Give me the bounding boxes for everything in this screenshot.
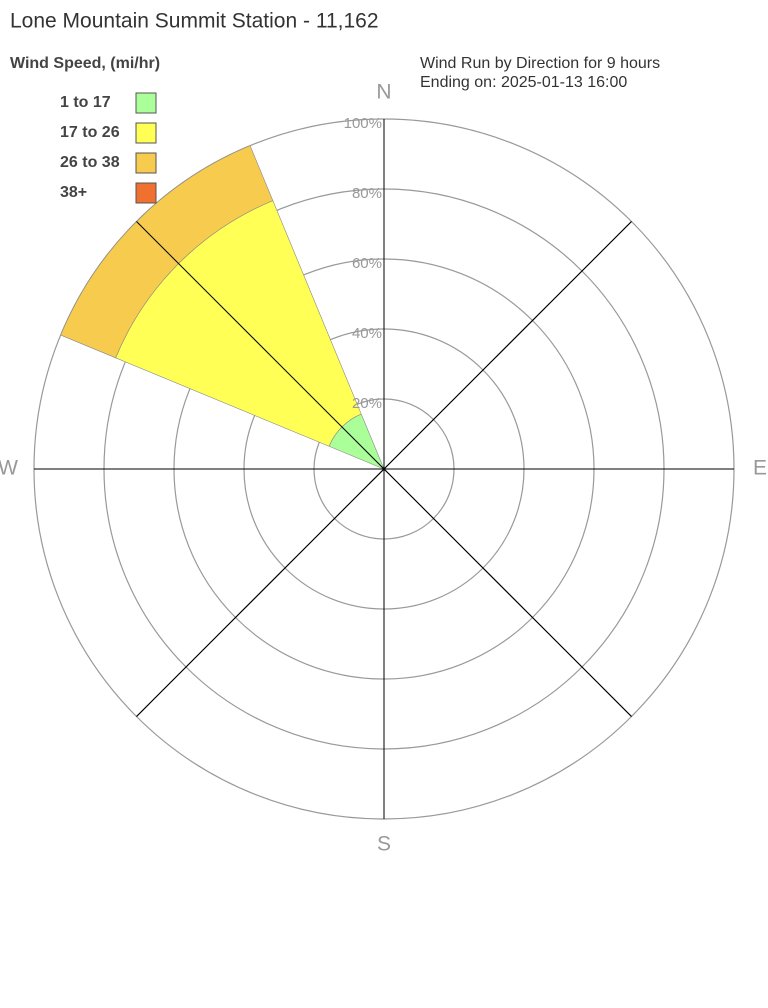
legend-swatch <box>135 152 157 174</box>
compass-label: S <box>377 833 391 856</box>
chart-title: Lone Mountain Summit Station - 11,162 <box>10 10 379 33</box>
legend-label: 38+ <box>60 184 87 201</box>
ring-label: 60% <box>352 255 382 272</box>
compass-label: N <box>376 81 391 104</box>
spoke <box>383 468 632 717</box>
legend-swatch <box>135 182 157 204</box>
spoke <box>383 221 632 470</box>
legend-swatch <box>135 122 157 144</box>
legend-label: 1 to 17 <box>60 94 111 111</box>
legend-title: Wind Speed, (mi/hr) <box>10 55 160 72</box>
spoke <box>136 468 385 717</box>
ring-label: 20% <box>352 395 382 412</box>
legend-label: 17 to 26 <box>60 124 120 141</box>
legend-label: 26 to 38 <box>60 154 120 171</box>
ring-label: 100% <box>344 115 382 132</box>
subtitle: Ending on: 2025-01-13 16:00 <box>420 74 627 91</box>
compass-label: W <box>0 457 18 480</box>
ring-label: 80% <box>352 185 382 202</box>
subtitle: Wind Run by Direction for 9 hours <box>420 55 660 72</box>
legend-swatch <box>135 92 157 114</box>
spoke <box>136 221 385 470</box>
compass-label: E <box>753 457 767 480</box>
ring-label: 40% <box>352 325 382 342</box>
